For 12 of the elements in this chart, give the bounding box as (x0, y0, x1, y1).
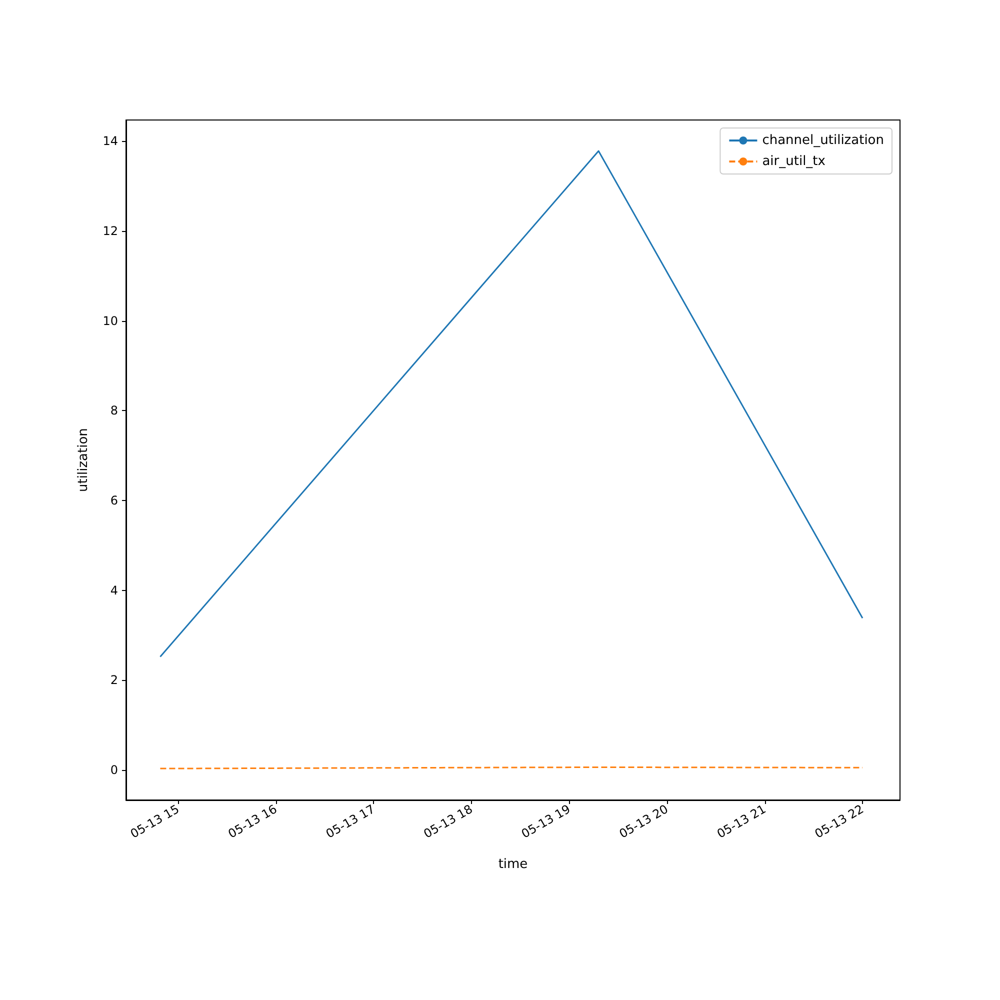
x-axis-title: time (498, 857, 528, 872)
y-tick-label: 4 (110, 583, 118, 598)
y-tick-label: 10 (102, 314, 118, 328)
y-axis-title: utilization (76, 428, 91, 492)
y-tick-label: 14 (102, 134, 118, 148)
legend-label: channel_utilization (762, 133, 884, 148)
y-tick-label: 0 (110, 762, 118, 777)
legend-label: air_util_tx (762, 154, 826, 169)
y-tick-label: 12 (102, 224, 118, 238)
y-tick-label: 2 (110, 673, 118, 688)
y-tick-label: 6 (110, 493, 118, 508)
y-tick-label: 8 (110, 404, 118, 418)
